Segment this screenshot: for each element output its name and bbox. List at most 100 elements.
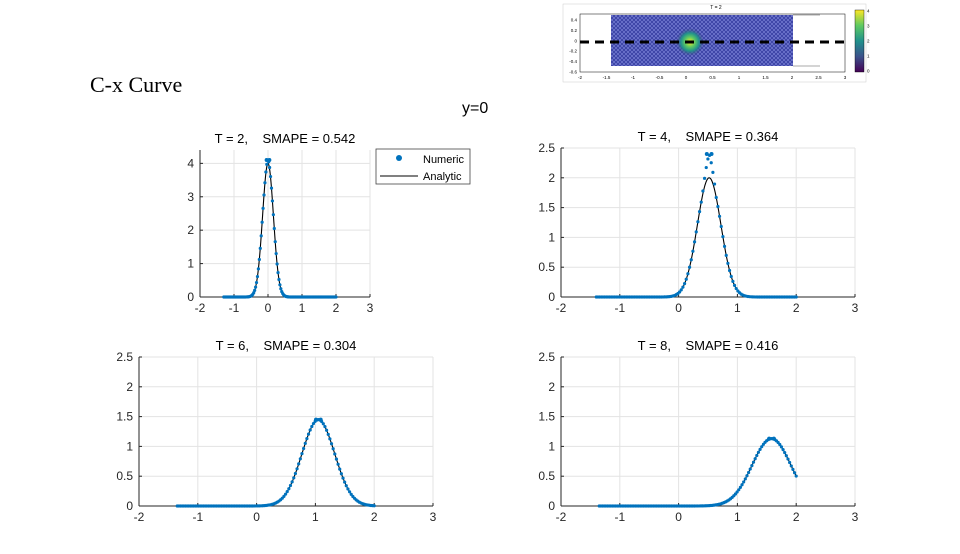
y-tick-label: 2 (548, 380, 555, 394)
numeric-point (269, 186, 274, 190)
numeric-point (783, 450, 787, 455)
y-tick-label: 0 (187, 290, 194, 304)
numeric-point (747, 470, 751, 475)
slide-title: C-x Curve (90, 72, 183, 97)
numeric-point (302, 446, 306, 451)
numeric-point (290, 480, 294, 484)
subplot-t8: -2 -1 0 1 2 3 0 0.5 1 1.5 2 2.5 T = 8, SMAPE = 0.416 (538, 338, 858, 524)
numeric-point (751, 460, 756, 464)
y-tick-label: 1 (548, 439, 555, 453)
colorbar-tick: 4 (867, 9, 870, 14)
numeric-point (778, 442, 782, 447)
numeric-point (686, 272, 690, 276)
numeric-point (310, 424, 314, 429)
numeric-point (334, 295, 338, 299)
y-tick-label: 0.5 (538, 260, 555, 274)
numeric-point (719, 224, 723, 229)
x-tick-label: -1 (229, 301, 240, 315)
x-tick-label: -1 (614, 301, 625, 315)
numeric-point (254, 280, 259, 285)
numeric-point (684, 277, 688, 281)
numeric-point (274, 252, 278, 256)
inset-x-tick-labels: -2 -1.5 -1 -0.5 0 0.5 1 1.5 2 2.5 3 (578, 75, 847, 80)
numeric-point (722, 244, 727, 248)
subplot-title: T = 2, SMAPE = 0.542 (215, 131, 356, 146)
y-tick-label: 0.5 (116, 469, 133, 483)
x-tick-label: 1 (312, 510, 319, 524)
x-tick-label: 1 (299, 301, 306, 315)
numeric-point (689, 258, 693, 262)
y-tick-label: 2 (126, 380, 133, 394)
x-tick-label: -2 (134, 510, 145, 524)
inset-y-tick: -0.6 (569, 70, 577, 75)
numeric-point (721, 235, 725, 239)
analytic-curve (599, 438, 797, 507)
numeric-point (709, 161, 713, 165)
numeric-point (298, 457, 302, 461)
numeric-point (268, 174, 273, 179)
inset-x-tick: 1.5 (762, 75, 769, 80)
numeric-point (255, 274, 260, 279)
numeric-point (748, 467, 752, 471)
numeric-point (321, 422, 325, 426)
inset-x-tick: -0.5 (656, 75, 664, 80)
numeric-points (594, 151, 798, 299)
numeric-point (740, 483, 744, 487)
numeric-point (305, 436, 309, 441)
analytic-curve (177, 419, 375, 507)
numeric-point (253, 288, 257, 293)
numeric-point (726, 261, 730, 266)
x-tick-label: -2 (556, 510, 567, 524)
numeric-point (338, 467, 342, 471)
numeric-peak-point (267, 158, 272, 163)
numeric-point (784, 454, 788, 458)
numeric-point (263, 181, 267, 185)
numeric-point (275, 262, 279, 266)
inset-y-tick-labels: 0.4 0.2 0 -0.2 -0.4 -0.6 (569, 18, 577, 75)
numeric-point (328, 437, 332, 441)
numeric-point (271, 213, 275, 217)
numeric-point (287, 487, 291, 491)
numeric-point (697, 210, 702, 214)
numeric-point (336, 462, 340, 466)
numeric-point (276, 270, 280, 275)
subplot-t2: -2 -1 0 1 2 3 0 1 2 3 4 T = 2, SMAPE = 0.542 (187, 131, 373, 315)
x-tick-label: 2 (371, 510, 378, 524)
numeric-point (786, 457, 790, 461)
x-tick-label: 3 (367, 301, 374, 315)
x-tick-label: 2 (793, 510, 800, 524)
numeric-point (735, 490, 739, 494)
numeric-point (694, 230, 698, 234)
numeric-point (333, 452, 337, 456)
x-tick-label: 2 (333, 301, 340, 315)
inset-y-tick: -0.4 (569, 59, 577, 64)
numeric-point (278, 283, 282, 287)
numeric-point (256, 267, 260, 271)
numeric-point (788, 460, 792, 465)
numeric-point (329, 442, 334, 446)
numeric-point (308, 428, 312, 432)
inset-x-tick: 3 (844, 75, 847, 80)
numeric-point (724, 253, 728, 257)
numeric-point (704, 165, 708, 170)
numeric-point (682, 282, 687, 286)
colorbar-tick: 2 (867, 39, 870, 44)
numeric-point (295, 467, 299, 471)
y-tick-label: 2 (548, 171, 555, 185)
numeric-point (701, 189, 705, 193)
simulation-inset: T = 2 -2 -1.5 -1 -0.5 0 0.5 1 1.5 2 2.5 3 0.40.20-… (562, 3, 870, 83)
numeric-point (717, 214, 722, 218)
numeric-point (344, 484, 348, 488)
colorbar (854, 9, 865, 73)
x-tick-label: 0 (265, 301, 272, 315)
legend-box (375, 148, 471, 185)
numeric-point (300, 452, 304, 456)
y-tick-label: 2.5 (538, 141, 555, 155)
x-tick-label: -2 (556, 301, 567, 315)
numeric-points (597, 436, 798, 508)
x-tick-label: 3 (430, 510, 437, 524)
inset-x-tick: 0.5 (709, 75, 716, 80)
numeric-point (292, 476, 296, 480)
y-tick-label: 2.5 (538, 350, 555, 364)
numeric-point (714, 195, 718, 200)
